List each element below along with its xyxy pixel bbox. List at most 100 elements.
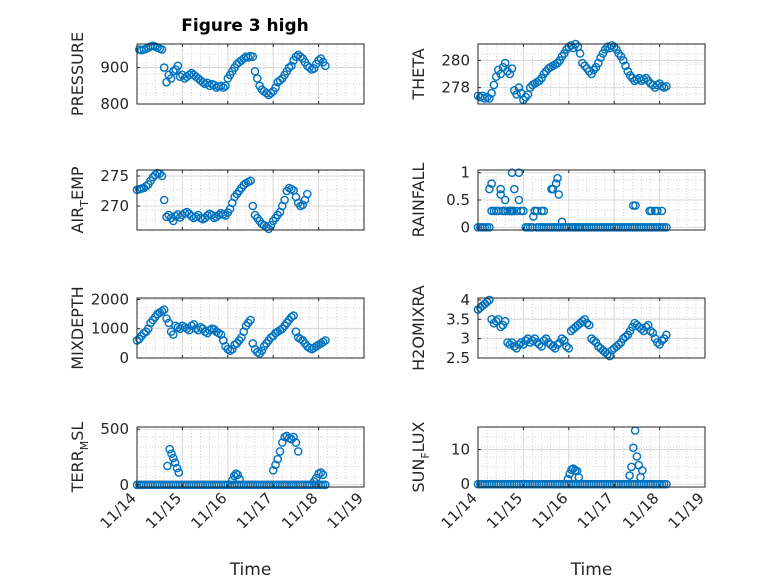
data-point [165, 444, 174, 454]
data-point [248, 201, 258, 211]
data-point [175, 213, 185, 222]
data-point [587, 69, 596, 79]
y-tick-label: 0 [460, 218, 470, 236]
data-point [514, 195, 524, 205]
data-point [159, 305, 169, 315]
y-tick-label: 275 [100, 167, 129, 185]
data-point [653, 206, 662, 216]
data-point [623, 67, 633, 76]
data-series [132, 431, 330, 490]
data-point [494, 65, 503, 75]
y-tick-label: 0 [119, 476, 129, 494]
subplot-rainfall: 0 0.5 1 RAINFALL [409, 163, 706, 238]
data-point [637, 324, 646, 334]
data-point [227, 344, 237, 354]
data-point [167, 449, 176, 459]
data-point [548, 342, 558, 351]
y-tick-label: 1 [460, 164, 470, 182]
data-point [503, 338, 512, 347]
data-point [621, 61, 630, 71]
data-point [321, 480, 330, 490]
data-point [198, 77, 208, 87]
data-point [268, 465, 278, 475]
data-point [298, 200, 308, 210]
data-point [580, 61, 590, 71]
y-axis-label: THETA [409, 48, 428, 100]
data-point [321, 336, 330, 345]
figure-title: Figure 3 high [181, 16, 309, 36]
data-point [621, 332, 630, 342]
data-point [539, 69, 549, 79]
data-point [596, 53, 605, 62]
data-series [473, 295, 671, 361]
data-point [584, 320, 594, 330]
data-point [562, 342, 571, 351]
subplot-air-temp: 270 275 AIRTEMP [68, 166, 365, 234]
data-point [291, 438, 301, 447]
data-point [271, 460, 280, 470]
data-point [216, 81, 226, 91]
data-point [252, 74, 262, 83]
data-point [218, 83, 228, 92]
axes-box [477, 297, 706, 359]
data-point [507, 64, 517, 73]
y-tick-label: 2.5 [446, 349, 470, 367]
data-point [318, 470, 328, 480]
y-tick-label: 278 [441, 79, 470, 97]
data-point [629, 443, 638, 453]
data-point [266, 88, 276, 98]
y-axis-label: AIRTEMP [68, 166, 91, 233]
data-point [221, 81, 230, 91]
data-point [632, 452, 642, 461]
data-point [529, 212, 538, 221]
data-point [554, 190, 564, 199]
axes-box [477, 43, 706, 105]
y-tick-label: 10 [451, 441, 470, 459]
data-point [496, 184, 506, 194]
y-tick-label: 800 [100, 95, 129, 113]
data-point [293, 447, 303, 456]
data-point [514, 83, 524, 92]
data-point [266, 220, 276, 230]
data-point [173, 61, 183, 71]
data-point [485, 94, 494, 103]
axes-box [136, 297, 365, 359]
data-point [578, 316, 587, 326]
data-point [498, 206, 508, 216]
data-point [487, 88, 496, 98]
subplot-theta: 278 280 THETA [409, 39, 706, 105]
data-point [662, 330, 671, 340]
data-point [168, 216, 178, 226]
y-tick-label: 4 [460, 291, 470, 309]
data-point [296, 52, 305, 62]
data-point [257, 346, 267, 356]
data-point [485, 184, 494, 194]
data-point [287, 61, 296, 71]
data-point [159, 195, 169, 205]
data-point [305, 63, 314, 72]
data-point [168, 67, 178, 76]
y-axis-label: SUNFLUX [409, 421, 432, 492]
data-point [182, 207, 192, 217]
data-point [662, 82, 671, 91]
data-point [271, 83, 280, 92]
y-axis-label: TERRMSL [68, 422, 91, 494]
subplot-pressure: 800 900 PRESSURE [68, 32, 365, 116]
axes-box [136, 43, 365, 105]
y-tick-label: 270 [100, 197, 129, 215]
data-point [551, 179, 561, 188]
axes-box [477, 426, 706, 488]
data-point [653, 338, 662, 347]
data-point [280, 195, 289, 205]
data-point [273, 454, 283, 464]
data-point [535, 76, 544, 86]
data-point [311, 473, 321, 483]
data-point [537, 73, 546, 83]
data-point [500, 58, 510, 68]
y-axis-label: RAINFALL [409, 163, 428, 238]
data-point [646, 326, 655, 336]
data-point [509, 184, 519, 194]
data-series [473, 168, 671, 232]
data-point [141, 181, 151, 191]
